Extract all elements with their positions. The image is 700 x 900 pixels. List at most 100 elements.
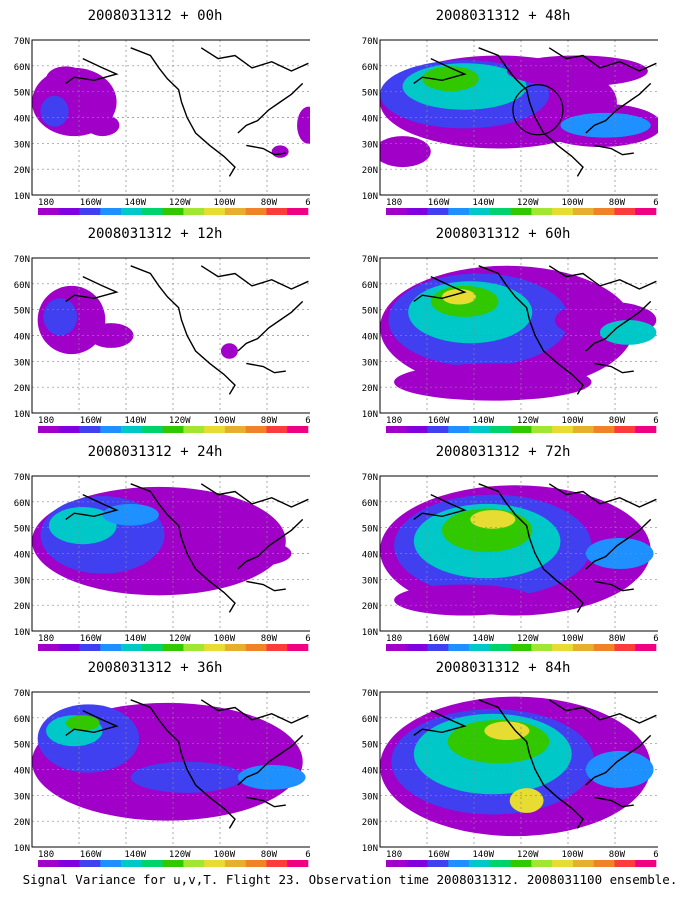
colorbar-label: 21 (610, 217, 618, 218)
colorbar-swatch (287, 860, 309, 867)
colorbar-label: 2.2 (421, 217, 434, 218)
colorbar-swatch (141, 208, 163, 215)
longitude-label: 80W (261, 634, 278, 644)
colorbar-label: 1.6 (400, 653, 413, 654)
coastline (246, 362, 286, 374)
coastline (413, 493, 467, 520)
contour-map: 70N 60N 50N 40N 30N 20N 10N 180 160W 140W 120W 100W… (14, 473, 310, 654)
coastline (200, 265, 309, 290)
colorbar-swatch (531, 208, 553, 215)
latitude-label: 70N (14, 37, 30, 47)
colorbar-swatch (100, 426, 122, 433)
contour-region (85, 114, 120, 137)
latitude-label: 30N (362, 576, 378, 586)
longitude-label: 140W (124, 416, 146, 426)
map-panel: 2008031312 + 36h 70N 60N 50N 40N 30N 20N 10N 180… (10, 660, 310, 875)
colorbar-label: 11 (221, 869, 229, 870)
colorbar-label: 29 (631, 653, 639, 654)
colorbar-label: 21 (610, 435, 618, 436)
contour-map: 70N 60N 50N 40N 30N 20N 10N 180 160W 140W 120W 100W… (362, 37, 658, 218)
colorbar-swatch (448, 426, 470, 433)
colorbar-swatch (489, 644, 511, 651)
contour-region (40, 95, 69, 127)
colorbar-swatch (614, 208, 636, 215)
coastline (548, 47, 657, 72)
coastline (246, 144, 286, 156)
colorbar-label: 3.1 (94, 869, 107, 870)
colorbar-label: 7.5 (525, 217, 538, 218)
colorbar-swatch (121, 426, 143, 433)
longitude-label: 80W (609, 198, 626, 208)
latitude-label: 20N (14, 602, 30, 612)
longitude-label: 140W (124, 634, 146, 644)
latitude-label: 50N (362, 89, 378, 99)
colorbar-swatch (427, 208, 449, 215)
contour-region (220, 343, 238, 359)
colorbar-label: 4 (119, 217, 123, 218)
colorbar-swatch (121, 208, 143, 215)
coastline (130, 699, 236, 829)
coastline (200, 47, 309, 72)
longitude-label: 100W (213, 850, 235, 860)
latitude-label: 10N (362, 410, 378, 420)
latitude-label: 70N (362, 255, 378, 265)
colorbar-swatch (245, 644, 267, 651)
colorbar-swatch (224, 860, 246, 867)
panel-title: 2008031312 + 72h (435, 444, 571, 460)
colorbar-label: 5.1 (136, 435, 149, 436)
colorbar-label: 40 (652, 653, 658, 654)
latitude-label: 10N (14, 410, 30, 420)
longitude-label: 180 (386, 634, 402, 644)
contour-region (394, 363, 592, 401)
contour-region (130, 761, 244, 793)
colorbar-label: 11 (221, 217, 229, 218)
colorbar-label: 7.5 (177, 217, 190, 218)
colorbar-label: 3.1 (94, 435, 107, 436)
colorbar-swatch (552, 644, 574, 651)
colorbar-label: 2.2 (73, 653, 86, 654)
latitude-label: 70N (362, 37, 378, 47)
colorbar-swatch (406, 860, 428, 867)
latitude-label: 10N (14, 844, 30, 854)
colorbar-swatch (204, 208, 226, 215)
contour-region (43, 298, 78, 336)
colorbar-label: 1.6 (400, 217, 413, 218)
colorbar-label: 1.6 (52, 217, 65, 218)
colorbar-label: 2.2 (73, 435, 86, 436)
latitude-label: 10N (14, 628, 30, 638)
colorbar-label: 6.3 (156, 435, 169, 436)
colorbar-label: 29 (283, 653, 291, 654)
colorbar-swatch (266, 644, 288, 651)
longitude-label: 80W (609, 634, 626, 644)
colorbar-label: 2.2 (421, 435, 434, 436)
colorbar-label: 4 (119, 435, 123, 436)
colorbar-swatch (614, 860, 636, 867)
colorbar-label: 14 (589, 217, 597, 218)
coastline (478, 265, 584, 395)
colorbar-label: 11 (221, 653, 229, 654)
colorbar-label: 21 (262, 653, 270, 654)
colorbar-swatch (552, 208, 574, 215)
colorbar-swatch (386, 860, 408, 867)
coastline (130, 265, 236, 395)
latitude-label: 50N (362, 741, 378, 751)
colorbar-label: 1.6 (52, 435, 65, 436)
colorbar-label: 5.1 (484, 435, 497, 436)
colorbar-label: 14 (241, 653, 249, 654)
colorbar-label: 40 (652, 217, 658, 218)
contour-region (585, 538, 654, 569)
longitude-label: 140W (472, 198, 494, 208)
colorbar-swatch (510, 860, 532, 867)
colorbar-label: 5.1 (484, 653, 497, 654)
colorbar-swatch (427, 426, 449, 433)
colorbar-swatch (224, 208, 246, 215)
latitude-label: 10N (362, 192, 378, 202)
colorbar-swatch (245, 426, 267, 433)
figure-caption: Signal Variance for u,v,T. Flight 23. Ob… (22, 872, 678, 887)
colorbar-label: 11 (569, 435, 577, 436)
colorbar-label: 6.3 (156, 653, 169, 654)
contour-region (509, 788, 544, 813)
latitude-label: 10N (14, 192, 30, 202)
longitude-label: 160W (428, 634, 450, 644)
colorbar-swatch (38, 208, 60, 215)
